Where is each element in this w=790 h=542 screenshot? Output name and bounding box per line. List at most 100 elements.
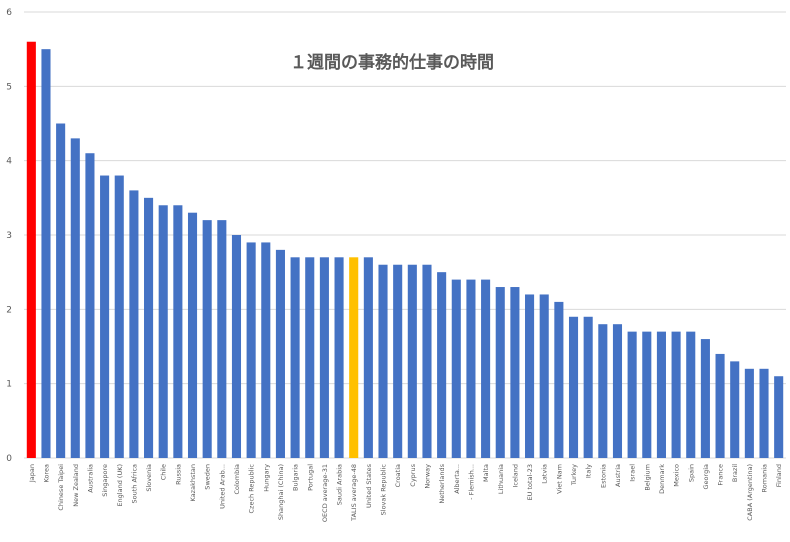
x-tick-label: OECD average-31	[321, 464, 329, 522]
bar	[583, 316, 593, 458]
bar	[656, 331, 666, 458]
x-tick-label: Slovak Republic	[380, 464, 388, 516]
bar	[85, 153, 95, 458]
bar	[26, 41, 36, 458]
bar	[715, 353, 725, 458]
bar	[349, 257, 359, 458]
x-tick-label: Latvia	[541, 464, 549, 484]
x-tick-label: CABA (Argentina)	[746, 464, 754, 521]
x-tick-label: Bulgaria	[292, 464, 300, 491]
y-tick-label: 1	[6, 380, 12, 390]
bar	[305, 257, 315, 458]
bar	[466, 279, 476, 458]
bar	[144, 197, 154, 459]
bar	[525, 294, 535, 458]
bar	[422, 264, 432, 458]
bar	[730, 361, 740, 458]
x-tick-label: Singapore	[101, 464, 109, 497]
x-tick-label: Iceland	[511, 464, 519, 488]
x-tick-label: Turkey	[570, 464, 578, 486]
x-tick-label: Italy	[585, 464, 593, 478]
bar	[642, 331, 652, 458]
x-tick-label: Alberta...	[453, 464, 461, 494]
x-tick-label: Russia	[174, 464, 182, 485]
x-tick-label: New Zealand	[72, 464, 80, 507]
x-tick-label: - Flemish...	[467, 464, 475, 500]
x-tick-label: Shanghai (China)	[277, 464, 285, 520]
x-tick-label: England (UK)	[116, 464, 124, 507]
x-tick-label: Portugal	[306, 464, 314, 491]
x-tick-label: South Africa	[130, 464, 138, 504]
x-tick-label: Norway	[423, 464, 431, 489]
bar	[114, 175, 124, 459]
bar	[70, 138, 80, 458]
x-tick-label: Japan	[28, 464, 36, 483]
bar	[100, 175, 110, 459]
y-tick-label: 5	[6, 82, 12, 92]
bar	[334, 257, 344, 458]
x-tick-label: Lithuania	[497, 464, 505, 494]
bar	[378, 264, 388, 458]
y-tick-label: 4	[6, 157, 12, 167]
x-tick-label: Belgium	[643, 464, 651, 491]
bar	[481, 279, 491, 458]
y-axis-ticks: 0 1 2 3 4 5 6	[6, 8, 12, 464]
x-tick-label: Spain	[687, 464, 695, 482]
x-tick-label: Mexico	[673, 464, 681, 487]
bar	[612, 324, 623, 458]
bar	[686, 331, 696, 458]
x-tick-label: Denmark	[658, 464, 666, 494]
x-tick-label: United Arab...	[218, 464, 226, 509]
bar	[363, 257, 373, 458]
bar	[744, 368, 754, 458]
bar	[261, 242, 271, 458]
bar	[129, 190, 139, 458]
bar	[495, 287, 505, 458]
bar	[187, 212, 198, 458]
bar	[598, 324, 608, 458]
bar	[173, 205, 183, 458]
bar	[158, 205, 168, 458]
x-axis-labels: Japan Korea Chinese Taipei New Zealand Austr…	[28, 463, 783, 522]
x-tick-label: United States	[365, 463, 373, 508]
x-tick-label: Malta	[482, 464, 490, 482]
bar	[554, 301, 564, 458]
bar	[627, 331, 637, 458]
bar	[41, 49, 51, 459]
x-tick-label: Kazakhstan	[189, 464, 197, 501]
x-tick-label: Australia	[86, 464, 94, 493]
x-tick-label: Chinese Taipei	[57, 464, 65, 511]
bar	[290, 257, 300, 458]
y-tick-label: 2	[6, 305, 12, 315]
bar	[700, 339, 710, 458]
x-tick-label: Finland	[775, 464, 783, 487]
bars	[26, 41, 784, 459]
bar	[275, 249, 285, 458]
x-tick-label: Georgia	[702, 464, 710, 490]
bar	[437, 272, 447, 458]
bar	[671, 331, 681, 458]
bar	[231, 235, 242, 458]
bar	[393, 264, 403, 458]
x-tick-label: Netherlands	[438, 463, 446, 503]
x-tick-label: TALIS average-48	[350, 464, 358, 522]
y-tick-label: 0	[6, 454, 12, 464]
bar	[202, 220, 212, 458]
x-tick-label: Colombia	[233, 464, 241, 495]
bar	[539, 294, 549, 458]
bar	[510, 287, 520, 458]
x-tick-label: Israel	[629, 464, 637, 482]
x-tick-label: Cyprus	[409, 463, 417, 486]
bar	[319, 257, 329, 458]
x-tick-label: Czech Republic	[248, 464, 256, 514]
x-tick-label: Saudi Arabia	[336, 464, 344, 505]
bar	[56, 123, 66, 458]
x-tick-label: Romania	[761, 464, 769, 492]
bar	[568, 316, 579, 458]
x-tick-label: EU total-23	[526, 464, 534, 500]
y-tick-label: 6	[6, 8, 12, 18]
bar	[774, 376, 784, 458]
bar	[217, 220, 227, 458]
